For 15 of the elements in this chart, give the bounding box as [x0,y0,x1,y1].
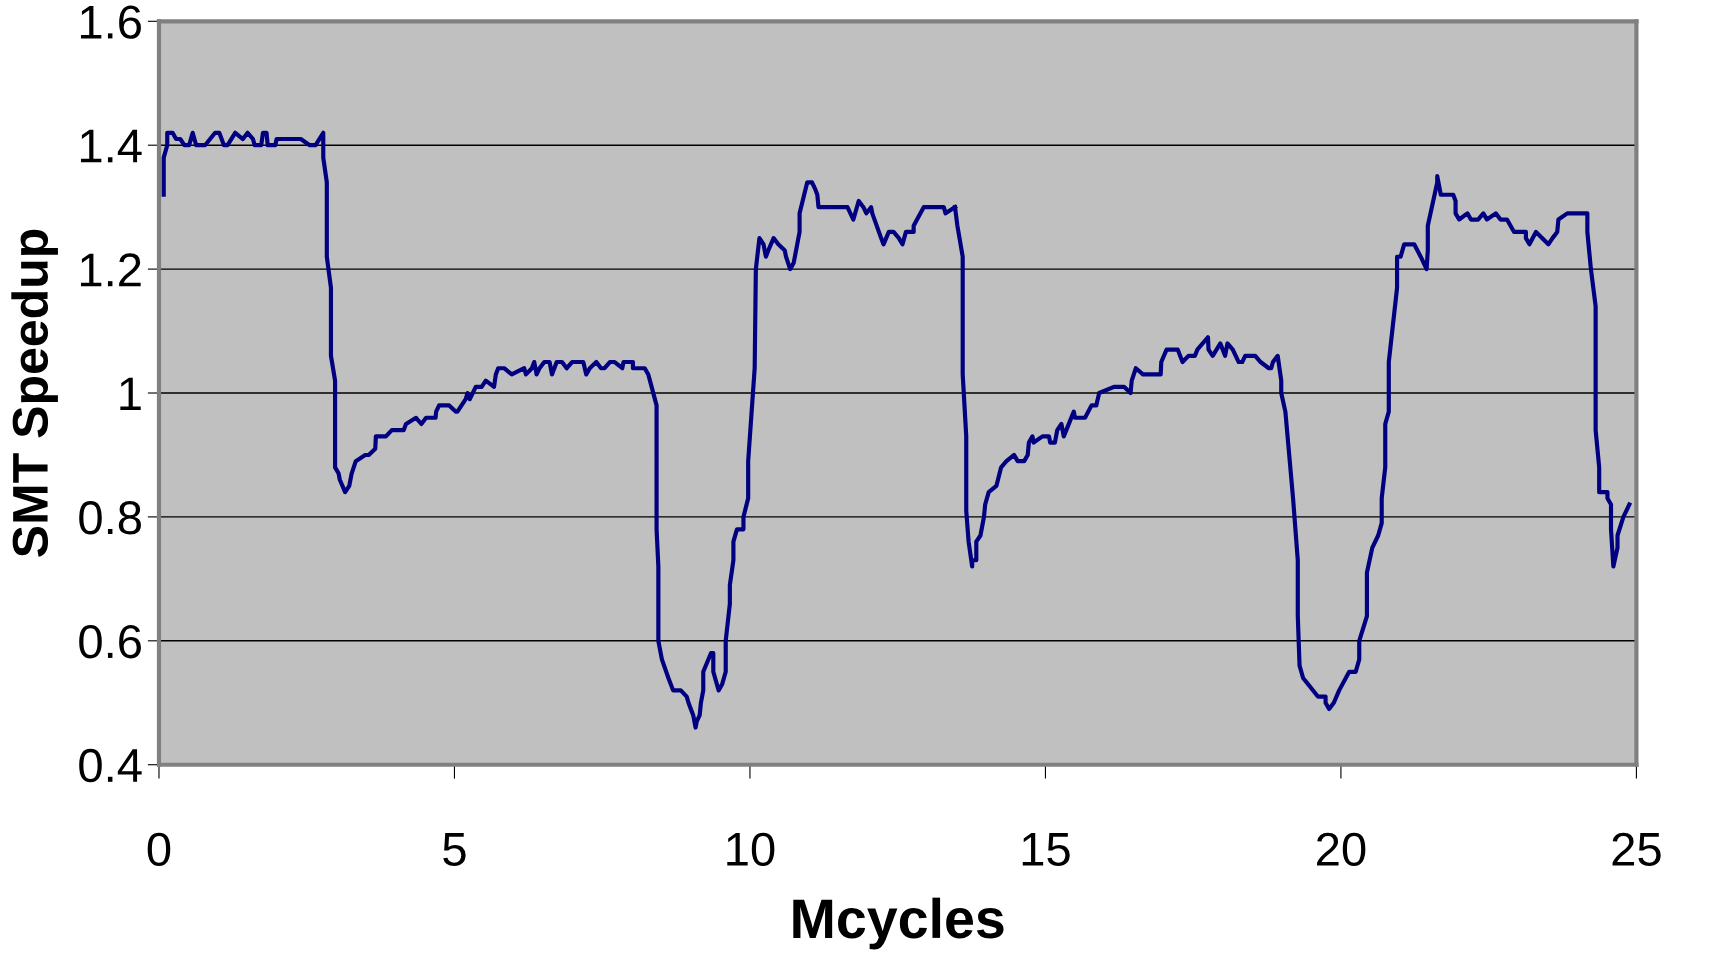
x-axis-title: Mcycles [793,897,1004,950]
x-tick-label: 5 [443,833,466,867]
y-tick-label: 1.2 [80,253,141,287]
y-tick-label: 0.8 [79,501,141,535]
x-tick-label: 15 [1022,833,1070,867]
x-tick-label: 20 [1317,832,1366,867]
y-axis-title: SMT Speedup [11,229,58,557]
y-tick-label: 1 [120,377,141,411]
y-tick-label: 0.6 [79,624,141,659]
x-tick-label: 25 [1612,832,1661,867]
x-tick-label: 10 [727,832,775,867]
y-tick-label: 0.4 [79,748,142,783]
y-tick-label: 1.4 [80,129,142,163]
y-tick-label: 1.6 [80,5,141,39]
x-tick-label: 0 [147,832,171,867]
